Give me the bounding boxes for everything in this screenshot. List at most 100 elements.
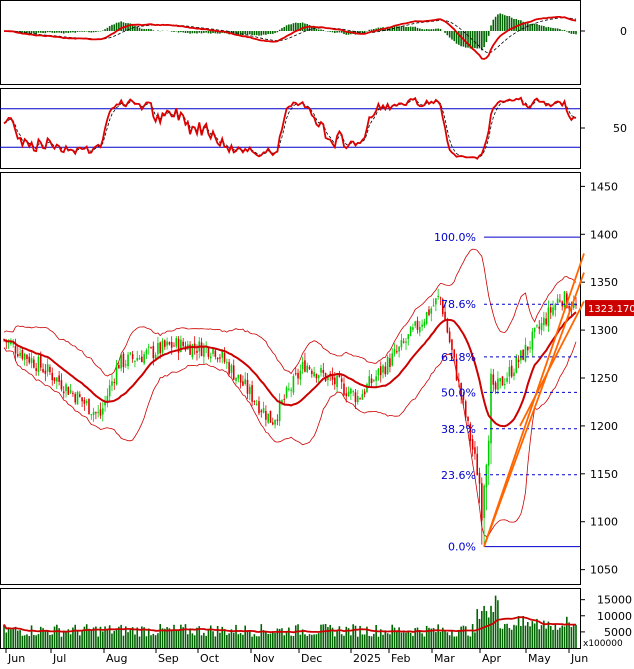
candle-body	[226, 362, 228, 364]
oscillator-signal-line	[3, 98, 577, 159]
candle-body	[214, 350, 217, 357]
volume-ma-line	[3, 616, 577, 634]
candle-body	[19, 352, 21, 356]
candle-body	[51, 372, 54, 381]
candle-body	[101, 408, 104, 415]
candle-body	[141, 356, 143, 363]
candle-body	[384, 366, 387, 375]
candle-body	[510, 365, 513, 377]
candle-body	[559, 300, 561, 302]
candle-body	[33, 359, 35, 368]
candle-body	[278, 400, 281, 422]
fib-level-label: 38.2%	[441, 423, 476, 436]
candle-body	[147, 346, 150, 348]
candle-body	[391, 353, 394, 366]
candle-body	[517, 359, 520, 363]
candle-body	[207, 348, 210, 357]
trend-line-support	[519, 300, 585, 427]
candle-body	[90, 414, 93, 416]
candle-body	[200, 342, 203, 356]
moving-average-line	[3, 311, 577, 428]
oscillator-panel: 50	[0, 96, 627, 160]
price-tick-label: 1300	[590, 324, 618, 337]
candle-body	[520, 350, 522, 361]
candle-body	[65, 384, 67, 392]
candle-body	[134, 360, 136, 362]
candle-body	[230, 365, 233, 373]
candle-body	[113, 382, 116, 384]
candle-body	[352, 391, 354, 393]
candle-body	[239, 374, 242, 383]
candle-body	[39, 354, 42, 368]
candle-body	[407, 334, 410, 340]
candle-body	[138, 358, 141, 360]
candle-body	[276, 419, 279, 421]
candle-body	[72, 392, 74, 394]
candle-body	[60, 380, 63, 390]
x-tick-label: May	[528, 652, 551, 665]
candle-body	[95, 412, 97, 414]
candle-body	[492, 374, 495, 385]
candle-body	[223, 353, 226, 362]
candle-body	[368, 376, 371, 387]
vol-frame	[0, 588, 581, 649]
macd-frame	[0, 0, 581, 85]
candle-body	[474, 447, 476, 454]
candle-body	[389, 358, 391, 367]
candle-body	[267, 413, 269, 423]
candle-body	[175, 337, 178, 347]
candle-body	[331, 374, 334, 380]
candle-body	[425, 312, 428, 324]
candle-body	[377, 368, 380, 376]
candle-body	[462, 394, 465, 400]
candle-body	[159, 342, 162, 354]
x-axis: Jun Jul Aug Sep Oct Nov Dec 2025 Feb Mar Apr May Jun	[5, 648, 588, 665]
candle-body	[28, 356, 31, 363]
candle-body	[464, 401, 467, 418]
candle-body	[308, 367, 311, 369]
candle-body	[255, 403, 258, 405]
candle-body	[543, 317, 545, 326]
volume-panel: 5000 10000 15000 x100000	[3, 594, 632, 649]
candle-body	[400, 340, 403, 348]
candle-body	[533, 327, 536, 332]
price-tick-label: 1350	[590, 276, 618, 289]
candle-body	[136, 357, 139, 361]
candle-body	[203, 345, 205, 357]
candle-body	[393, 349, 396, 354]
candle-body	[49, 366, 51, 373]
candle-body	[317, 375, 320, 379]
candle-body	[83, 399, 86, 404]
candle-body	[150, 347, 152, 349]
candle-body	[382, 365, 384, 373]
trend-line-lower	[483, 272, 585, 547]
candle-body	[14, 345, 17, 354]
x-tick-label: Jun	[7, 652, 25, 665]
candle-body	[375, 376, 377, 381]
x-tick-label: Mar	[434, 652, 455, 665]
candle-body	[478, 472, 481, 484]
candle-body	[56, 377, 58, 382]
x-tick-label: Jul	[52, 652, 66, 665]
candle-body	[237, 374, 240, 379]
candle-body	[265, 411, 267, 420]
candle-body	[251, 385, 253, 402]
fib-level-label: 100.0%	[434, 231, 476, 244]
candle-body	[180, 339, 182, 352]
candle-body	[320, 367, 322, 373]
candle-body	[554, 304, 557, 311]
candle-body	[193, 343, 196, 348]
candle-body	[418, 326, 421, 333]
candle-body	[248, 386, 251, 395]
last-price-label: 1323.170	[588, 304, 634, 315]
candle-body	[79, 394, 81, 397]
candle-body	[177, 338, 180, 353]
candle-body	[485, 464, 488, 488]
candle-body	[16, 353, 19, 357]
candle-body	[67, 386, 70, 395]
candle-body	[246, 379, 249, 394]
candle-body	[575, 304, 577, 306]
candle-body	[536, 325, 538, 327]
